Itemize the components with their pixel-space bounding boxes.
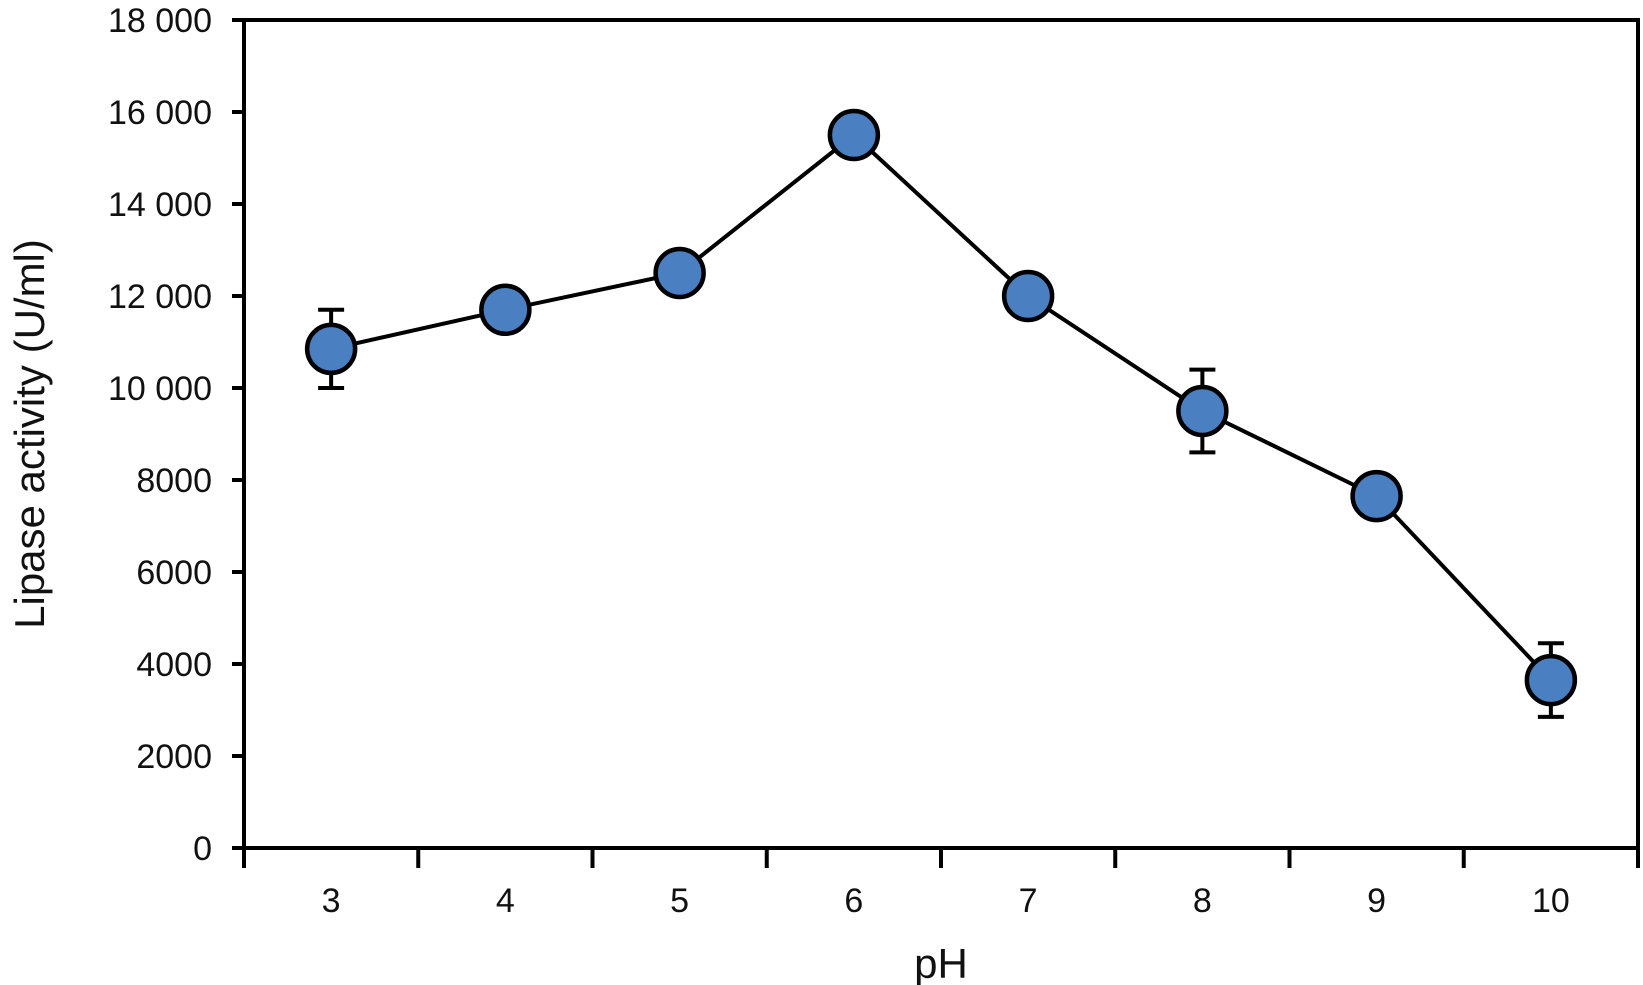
y-tick-label: 2000 (136, 738, 212, 776)
x-tick-label: 6 (844, 882, 863, 920)
data-point (1350, 469, 1403, 523)
x-tick-label: 10 (1532, 882, 1570, 920)
y-tick-label: 0 (193, 830, 212, 868)
y-tick-label: 8000 (136, 462, 212, 500)
y-tick-label: 16 000 (108, 94, 212, 132)
plot-frame (242, 18, 1640, 850)
y-tick-label: 14 000 (108, 186, 212, 224)
x-tick-label: 9 (1367, 882, 1386, 920)
x-axis-title: pH (914, 940, 968, 985)
series-layer (304, 108, 1578, 719)
plot-frame-layer (242, 18, 1640, 850)
data-point (653, 246, 706, 300)
data-point (1524, 653, 1578, 707)
y-tick-label: 18 000 (108, 2, 212, 40)
y-tick-label: 4000 (136, 646, 212, 684)
x-tick-label: 3 (322, 882, 341, 920)
data-point (827, 108, 881, 162)
data-point (304, 322, 358, 376)
series-line (330, 132, 1553, 682)
x-axis: 3 4 5 6 7 8 9 10 (242, 848, 1640, 920)
x-tick-label: 7 (1019, 882, 1038, 920)
y-axis: 0 2000 4000 6000 8000 10 000 12 000 14 000 16 00… (108, 2, 244, 868)
x-tick-label: 8 (1193, 882, 1212, 920)
y-axis-title: Lipase activity (U/ml) (6, 239, 53, 629)
x-tick-label: 4 (496, 882, 515, 920)
y-tick-label: 12 000 (108, 278, 212, 316)
data-point (1176, 384, 1229, 438)
x-tick-label: 5 (670, 882, 689, 920)
data-point (479, 283, 532, 337)
data-point (1001, 269, 1055, 323)
y-tick-label: 6000 (136, 554, 212, 592)
y-tick-label: 10 000 (108, 370, 212, 408)
